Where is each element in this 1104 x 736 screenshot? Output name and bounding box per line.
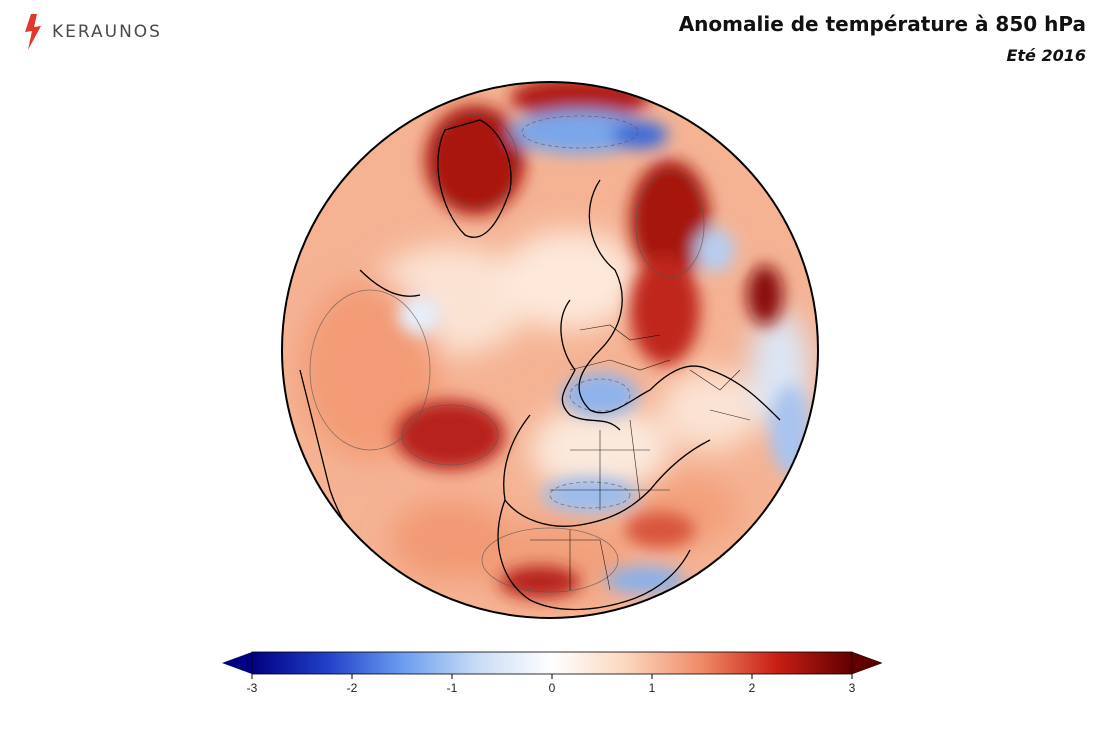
greenland-warm-anomaly (425, 105, 525, 215)
colorbar-tick-label: 0 (549, 681, 556, 695)
country-borders (530, 324, 751, 591)
colorbar-extend-high (851, 651, 883, 675)
colorbar-extend-low (222, 652, 252, 674)
colorbar-tick-label: -3 (247, 681, 258, 695)
colorbar-ticks: -3 -2 -1 0 1 2 3 (247, 674, 856, 695)
lightning-bolt-icon (25, 14, 41, 50)
brand-logo: KERAUNOS (22, 14, 162, 50)
colorbar-scale (251, 651, 853, 675)
colorbar-tick-label: 3 (849, 681, 856, 695)
arctic-cold-anomaly (510, 110, 650, 154)
globe-map (281, 81, 819, 619)
colorbar: -3 -2 -1 0 1 2 3 (222, 651, 883, 695)
brand-name: KERAUNOS (52, 22, 162, 42)
sahel-cold-anomaly (542, 477, 638, 513)
contour-lines (309, 113, 705, 593)
coastlines (299, 119, 781, 611)
colorbar-tick-label: -1 (447, 681, 458, 695)
page-title: Anomalie de température à 850 hPa (678, 12, 1086, 36)
colorbar-tick-label: -2 (347, 681, 358, 695)
colorbar-tick-label: 1 (649, 681, 656, 695)
mediterranean-cold-anomaly (562, 373, 638, 417)
page-subtitle: Eté 2016 (1006, 46, 1086, 65)
colorbar-tick-label: 2 (749, 681, 756, 695)
atlantic-warm-anomaly (395, 400, 505, 470)
globe-outline (281, 81, 819, 619)
scandinavia-warm-anomaly (630, 160, 710, 280)
